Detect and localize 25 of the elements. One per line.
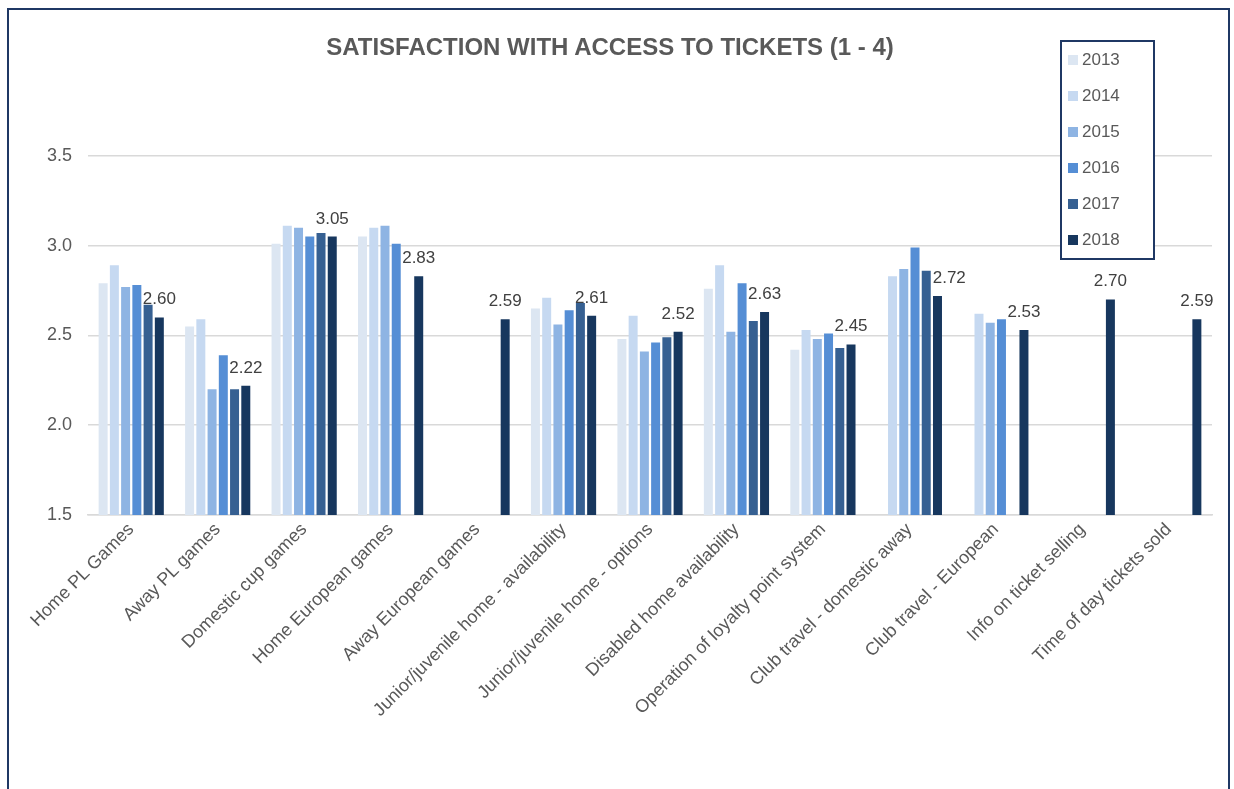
data-label: 2.83 <box>402 248 436 268</box>
y-tick-label: 3.0 <box>46 234 72 255</box>
y-tick-label: 3.5 <box>46 144 72 165</box>
data-label: 2.61 <box>575 287 609 307</box>
legend-label: 2015 <box>1082 122 1120 142</box>
data-label: 2.59 <box>1180 291 1214 311</box>
legend-label: 2017 <box>1082 194 1120 214</box>
legend-label: 2013 <box>1082 50 1120 70</box>
legend-label: 2016 <box>1082 158 1120 178</box>
chart-title: SATISFACTION WITH ACCESS TO TICKETS (1 - 4) <box>326 33 894 61</box>
data-label: 2.22 <box>229 357 263 377</box>
data-label: 2.52 <box>661 303 695 323</box>
data-label: 2.72 <box>932 267 966 287</box>
data-label: 2.45 <box>834 316 868 336</box>
data-label: 2.53 <box>1007 302 1041 322</box>
y-tick-label: 2.0 <box>46 414 72 435</box>
y-tick-label: 2.5 <box>46 324 72 345</box>
data-label: 2.60 <box>142 289 176 309</box>
data-label: 2.59 <box>488 291 522 311</box>
data-label: 2.70 <box>1093 271 1127 291</box>
data-label: 3.05 <box>315 208 349 228</box>
y-tick-label: 1.5 <box>46 503 72 524</box>
legend-label: 2014 <box>1082 86 1120 106</box>
legend-label: 2018 <box>1082 230 1120 250</box>
data-label: 2.63 <box>748 284 782 304</box>
